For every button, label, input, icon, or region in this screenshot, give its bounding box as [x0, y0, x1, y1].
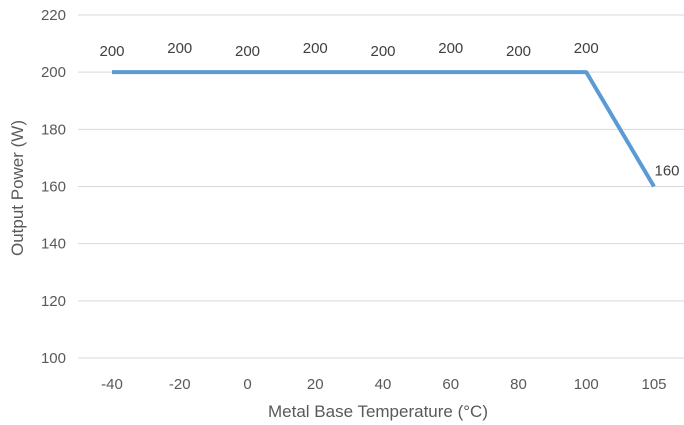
data-label: 200	[99, 43, 124, 60]
data-label: 160	[654, 163, 679, 180]
data-labels: 200 200 200 200 200 200 200 200 160	[99, 40, 679, 179]
y-tick-label: 220	[41, 7, 66, 24]
x-tick-label: 40	[375, 376, 392, 393]
data-label: 200	[235, 43, 260, 60]
x-tick-label: 60	[442, 376, 459, 393]
x-tick-label: 0	[243, 376, 251, 393]
y-tick-label: 180	[41, 121, 66, 138]
data-label: 200	[370, 43, 395, 60]
y-axis-ticks: 100 120 140 160 180 200 220	[41, 7, 66, 367]
x-tick-label: 105	[641, 376, 666, 393]
x-axis-ticks: -40 -20 0 20 40 60 80 100 105	[101, 376, 666, 393]
data-label: 200	[438, 40, 463, 57]
x-tick-label: -20	[169, 376, 191, 393]
series-layer	[112, 70, 656, 188]
y-tick-label: 140	[41, 236, 66, 253]
series-line	[112, 70, 656, 188]
y-tick-label: 120	[41, 293, 66, 310]
y-tick-label: 160	[41, 179, 66, 196]
data-label: 200	[574, 40, 599, 57]
x-axis-title: Metal Base Temperature (°C)	[268, 402, 488, 421]
x-tick-label: 80	[510, 376, 527, 393]
data-label: 200	[506, 43, 531, 60]
x-tick-label: 100	[574, 376, 599, 393]
y-tick-label: 100	[41, 350, 66, 367]
gridlines	[78, 14, 684, 359]
y-tick-label: 200	[41, 64, 66, 81]
data-label: 200	[303, 40, 328, 57]
data-label: 200	[167, 40, 192, 57]
x-tick-label: -40	[101, 376, 123, 393]
y-axis-title: Output Power (W)	[8, 120, 27, 256]
x-tick-label: 20	[307, 376, 324, 393]
